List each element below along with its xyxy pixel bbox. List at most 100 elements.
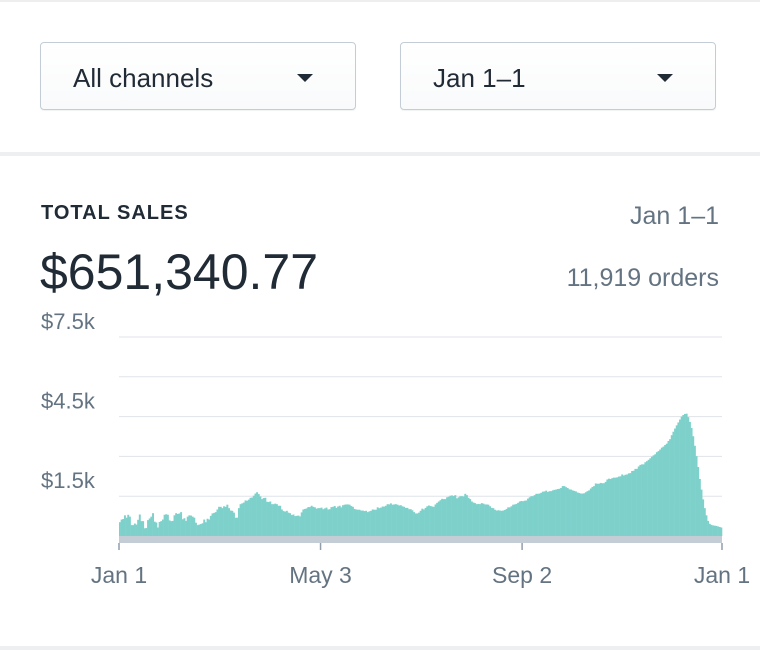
sales-bar <box>508 507 511 536</box>
sales-bar <box>272 504 275 536</box>
sales-bar <box>289 513 292 536</box>
sales-bar <box>120 519 123 536</box>
sales-bar <box>484 504 487 536</box>
sales-bar <box>485 504 488 536</box>
sales-bar <box>612 477 615 536</box>
sales-bar <box>507 507 510 536</box>
sales-bar <box>190 515 192 536</box>
sales-bar <box>376 507 379 536</box>
sales-bar <box>257 494 260 536</box>
x-tick-label: Sep 2 <box>492 562 552 588</box>
sales-bar <box>156 527 159 536</box>
sales-bar <box>304 508 306 536</box>
sales-bar <box>422 509 425 536</box>
sales-bar <box>720 527 723 536</box>
sales-bar <box>371 509 374 536</box>
sales-bar <box>652 455 655 536</box>
sales-bar <box>247 499 250 536</box>
sales-bar <box>228 508 230 536</box>
sales-bar <box>502 510 505 536</box>
sales-bar <box>234 517 237 536</box>
sales-bar <box>540 492 543 536</box>
sales-bar <box>503 509 506 536</box>
sales-bar <box>441 498 444 536</box>
date-range-select[interactable]: Jan 1–1 <box>400 42 716 110</box>
sales-bar <box>426 506 429 536</box>
sales-bar <box>614 477 617 536</box>
sales-bar <box>237 508 240 536</box>
sales-bar <box>533 495 536 536</box>
sales-bar <box>563 486 566 536</box>
sales-bar <box>494 509 496 536</box>
sales-bar <box>530 496 533 536</box>
y-tick-label: $1.5k <box>41 468 96 493</box>
sales-bar <box>403 506 406 536</box>
sales-bar <box>317 508 320 536</box>
sales-bar <box>313 507 316 536</box>
sales-bar <box>703 508 706 536</box>
sales-bar <box>495 510 498 536</box>
sales-bar <box>490 507 493 536</box>
sales-bar <box>487 504 490 536</box>
sales-bar <box>242 502 245 536</box>
sales-bar <box>418 512 420 536</box>
sales-bar <box>232 512 235 536</box>
sales-bar <box>368 511 371 536</box>
sales-bar <box>302 509 305 536</box>
sales-bar <box>662 446 665 536</box>
sales-bar <box>241 503 244 536</box>
sales-bar <box>370 510 373 536</box>
sales-bar <box>287 512 290 536</box>
sales-bar <box>523 500 526 536</box>
sales-bar <box>541 491 544 536</box>
sales-bar <box>604 481 607 536</box>
sales-bar <box>695 456 698 536</box>
sales-bar <box>454 495 457 536</box>
sales-bar <box>437 501 440 536</box>
sales-bar <box>599 482 602 536</box>
sales-chart: $1.5k $4.5k $7.5k Jan 1 May 3 Sep 2 Jan 1 <box>41 309 750 588</box>
sales-bar <box>145 528 148 536</box>
sales-bar <box>135 524 138 536</box>
sales-bar <box>181 519 184 536</box>
sales-bar <box>203 519 206 536</box>
channel-select[interactable]: All channels <box>40 42 356 110</box>
sales-bar <box>356 509 359 536</box>
sales-bar <box>624 474 627 536</box>
sales-bar <box>492 508 495 536</box>
sales-bar <box>394 504 397 536</box>
sales-bar <box>680 416 683 536</box>
sales-bar <box>335 507 338 536</box>
x-tick-label: May 3 <box>289 562 352 588</box>
sales-bar <box>176 513 179 536</box>
sales-bar <box>413 512 416 536</box>
sales-bar <box>244 500 247 536</box>
sales-bar <box>692 436 695 536</box>
sales-bar <box>522 501 525 536</box>
caret-down-icon <box>297 74 313 82</box>
sales-bar <box>525 500 528 536</box>
sales-bar <box>143 528 146 536</box>
sales-bar <box>325 507 328 536</box>
sales-bar <box>639 464 642 536</box>
sales-bar <box>474 503 477 536</box>
sales-bar <box>398 505 401 536</box>
sales-bar <box>196 525 199 536</box>
order-count: 11,919 orders <box>566 264 719 292</box>
x-tick-label: Jan 1 <box>694 562 750 588</box>
sales-bar <box>527 498 530 536</box>
sales-bar <box>532 496 534 536</box>
sales-bar <box>239 504 242 536</box>
sales-bar <box>698 478 701 536</box>
sales-bar <box>378 508 381 536</box>
sales-bar <box>391 504 394 536</box>
sales-bar <box>482 503 485 536</box>
sales-bar <box>655 452 658 536</box>
sales-bar <box>596 483 599 536</box>
sales-bar <box>622 475 625 536</box>
sales-bar <box>350 506 353 536</box>
sales-bar <box>292 514 295 536</box>
sales-bar <box>285 510 288 536</box>
sales-bar <box>670 435 673 536</box>
sales-bar <box>591 486 594 536</box>
